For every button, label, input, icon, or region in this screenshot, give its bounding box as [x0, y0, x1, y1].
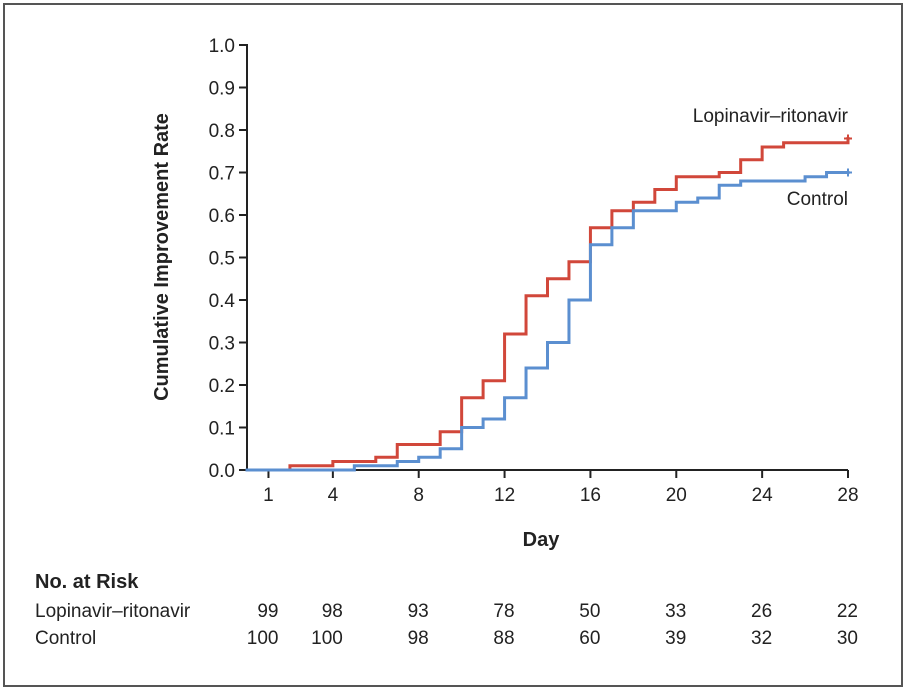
risk-value: 22 — [837, 601, 858, 622]
y-tick-label: 0.3 — [209, 334, 235, 355]
risk-value: 100 — [311, 628, 343, 649]
risk-table-values: 99 98 93 78 50 33 26 22 100 100 98 88 60 39 32 30 — [247, 601, 858, 649]
y-tick-label: 0.1 — [209, 419, 235, 440]
risk-value: 78 — [493, 601, 514, 622]
series-label-lopinavir: Lopinavir–ritonavir — [693, 106, 849, 127]
risk-value: 33 — [665, 601, 686, 622]
risk-value: 98 — [408, 628, 429, 649]
risk-row-label-lopinavir: Lopinavir–ritonavir — [35, 601, 191, 622]
x-tick-label: 4 — [328, 485, 339, 506]
x-tick-label: 24 — [752, 485, 774, 506]
risk-value: 39 — [665, 628, 686, 649]
risk-value: 30 — [837, 628, 858, 649]
y-axis-ticks: 0.0 0.1 0.2 0.3 0.4 0.5 0.6 0.7 0.8 0.9 1.0 — [209, 36, 247, 482]
x-axis-title: Day — [523, 529, 561, 551]
y-axis-title: Cumulative Improvement Rate — [151, 113, 173, 401]
censor-mark — [844, 134, 852, 143]
y-tick-label: 0.5 — [209, 249, 235, 270]
y-tick-label: 0.9 — [209, 79, 235, 100]
risk-value: 99 — [257, 601, 278, 622]
control-series-line — [245, 171, 850, 472]
risk-value: 93 — [408, 601, 429, 622]
series-lines — [245, 134, 852, 472]
risk-row-label-control: Control — [35, 628, 96, 649]
x-tick-label: 16 — [580, 485, 601, 506]
risk-value: 32 — [751, 628, 772, 649]
risk-value: 60 — [579, 628, 600, 649]
series-label-control: Control — [787, 189, 848, 210]
risk-table-header: No. at Risk — [35, 571, 139, 593]
y-tick-label: 0.8 — [209, 121, 235, 142]
x-tick-label: 8 — [413, 485, 424, 506]
y-tick-label: 0.0 — [209, 461, 235, 482]
y-tick-label: 0.4 — [209, 291, 236, 312]
y-tick-label: 0.6 — [209, 206, 235, 227]
y-tick-label: 1.0 — [209, 36, 235, 57]
y-tick-label: 0.2 — [209, 376, 235, 397]
figure-frame — [3, 3, 903, 687]
x-tick-label: 20 — [666, 485, 687, 506]
risk-value: 50 — [579, 601, 600, 622]
censor-mark — [844, 168, 852, 177]
x-tick-label: 28 — [837, 485, 858, 506]
x-tick-label: 12 — [494, 485, 515, 506]
risk-value: 98 — [322, 601, 343, 622]
y-tick-label: 0.7 — [209, 164, 235, 185]
x-axis-ticks: 1 4 8 12 16 20 24 28 — [263, 470, 859, 506]
risk-value: 100 — [247, 628, 279, 649]
risk-value: 88 — [493, 628, 514, 649]
risk-value: 26 — [751, 601, 772, 622]
x-tick-label: 1 — [263, 485, 274, 506]
lopinavir-series-line — [245, 137, 850, 472]
